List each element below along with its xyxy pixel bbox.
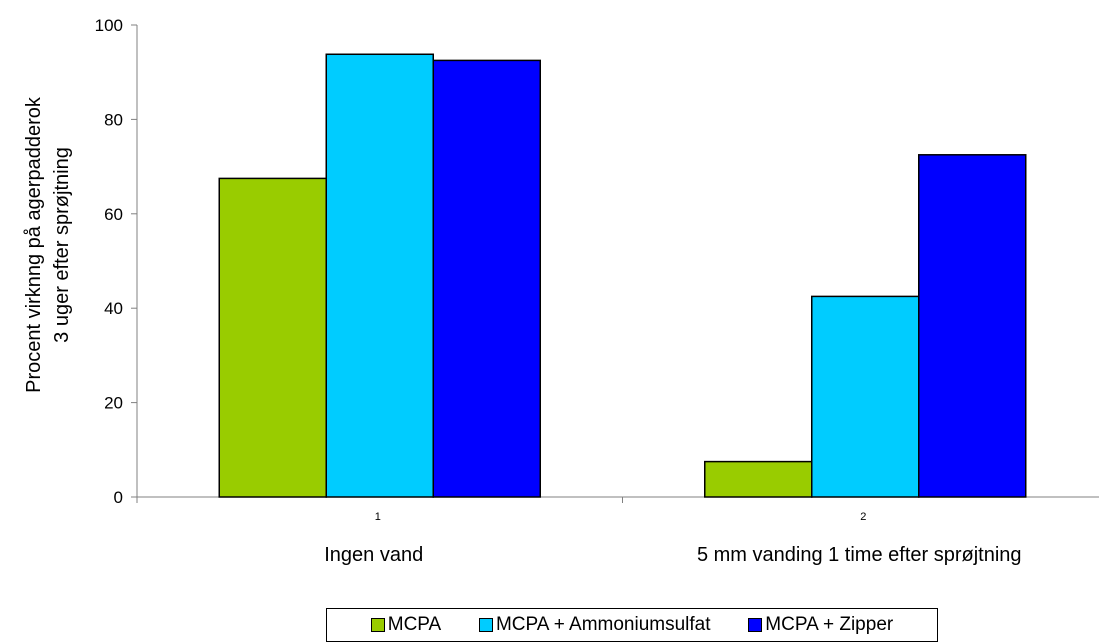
y-axis-label-line: Procent virknng på agerpadderok xyxy=(23,96,45,393)
bars xyxy=(218,53,1027,498)
bar-3-1 xyxy=(432,59,541,498)
bar-1-2 xyxy=(704,460,813,498)
legend-label: MCPA + Ammoniumsulfat xyxy=(495,614,711,635)
category-name: 5 mm vanding 1 time efter sprøjtning xyxy=(697,544,1022,566)
category-number: 1 xyxy=(375,511,381,523)
bar-3-2 xyxy=(918,154,1027,498)
y-axis-label-line: 3 uger efter sprøjtning xyxy=(51,147,73,343)
y-tick-label: 60 xyxy=(104,205,123,224)
category-name: Ingen vand xyxy=(324,544,423,566)
y-tick-label: 80 xyxy=(104,110,123,129)
bar-2-2 xyxy=(811,295,920,498)
bar-chart: Procent virknng på agerpadderok 3 uger ef… xyxy=(23,16,1099,566)
legend-swatch xyxy=(478,618,493,632)
bar-1-1 xyxy=(218,177,327,498)
y-tick-label: 20 xyxy=(104,394,123,413)
legend-item: MCPA + Zipper xyxy=(748,614,893,636)
y-tick-label: 40 xyxy=(104,299,123,318)
legend-label: MCPA + Zipper xyxy=(765,614,894,635)
category-labels: 1 Ingen vand 2 5 mm vanding 1 time efter sp… xyxy=(324,511,1021,566)
bar-2-1 xyxy=(325,53,434,498)
legend-swatch xyxy=(748,618,763,632)
y-axis-label: Procent virknng på agerpadderok 3 uger ef… xyxy=(23,96,73,393)
category-number: 2 xyxy=(860,511,866,523)
legend-item: MCPA + Ammoniumsulfat xyxy=(478,614,711,636)
legend-label: MCPA xyxy=(387,614,442,635)
legend-item: MCPA xyxy=(370,614,442,636)
legend: MCPA MCPA + Ammoniumsulfat MCPA + Zipper xyxy=(326,608,938,642)
y-tick-label: 0 xyxy=(114,488,123,507)
legend-swatch xyxy=(370,618,385,632)
y-tick-label: 100 xyxy=(95,16,123,35)
